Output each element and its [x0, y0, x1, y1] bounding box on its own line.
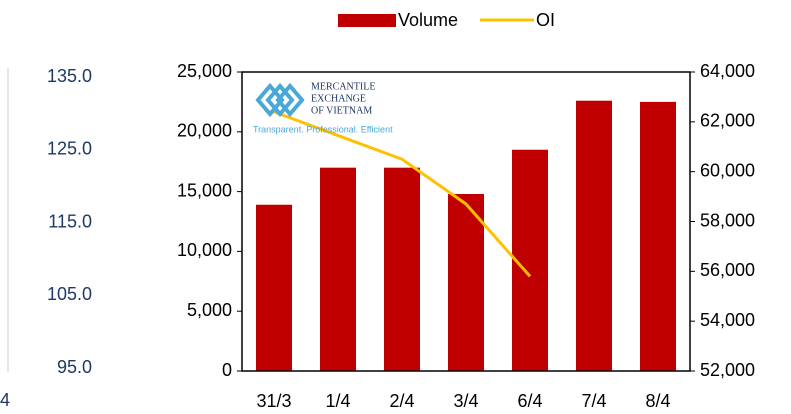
line [273, 110, 532, 278]
bar [640, 101, 676, 372]
logo-text: OF VIETNAM [311, 105, 372, 116]
bar [320, 167, 356, 371]
y2-tick-label: 60,000 [700, 160, 755, 180]
x-tick-label: 4 [0, 390, 10, 410]
y-tick-label: 20,000 [177, 121, 232, 141]
plot-frame [241, 71, 691, 372]
y-tick-label: 25,000 [177, 61, 232, 81]
x-tick-label: 3/4 [453, 391, 478, 411]
y-tick-label: 15,000 [177, 180, 232, 200]
legend-swatch [338, 14, 396, 27]
y2-tick-label: 52,000 [700, 360, 755, 380]
bar [512, 149, 548, 371]
y-tick-label: 125.0 [47, 139, 92, 159]
x-tick-label: 1/4 [325, 391, 350, 411]
y-tick-label: 95.0 [57, 357, 92, 377]
y-tick-label: 0 [222, 360, 232, 380]
y-tick-label: 5,000 [187, 300, 232, 320]
logo-text: MERCANTILE [311, 81, 375, 92]
plot: 0 5,000 10,000 15,000 20,000 25,000 52,000 54,0… [0, 10, 755, 411]
x-tick-label: 2/4 [389, 391, 414, 411]
x-tick-label: 7/4 [581, 391, 606, 411]
logo-icon [255, 82, 305, 118]
x-tick-label: 8/4 [645, 391, 670, 411]
y-tick-label: 135.0 [47, 66, 92, 86]
logo-tagline: Transparent. Professional. Efficient [253, 124, 393, 134]
y-tick-label: 105.0 [47, 284, 92, 304]
logo: MERCANTILE EXCHANGE OF VIETNAM Transpare… [253, 81, 393, 134]
y2-tick-label: 54,000 [700, 310, 755, 330]
logo-text: EXCHANGE [311, 93, 366, 104]
x-tick-label: 31/3 [256, 391, 291, 411]
legend-label: Volume [398, 10, 458, 30]
y-tick-label: 115.0 [48, 211, 92, 231]
bar [448, 193, 484, 371]
x-tick-label: 6/4 [517, 391, 542, 411]
y2-tick-label: 58,000 [700, 210, 755, 230]
bar [256, 204, 292, 371]
y2-tick-label: 64,000 [700, 61, 755, 81]
bar [384, 167, 420, 371]
legend-label: OI [536, 10, 555, 30]
bar [576, 100, 612, 371]
y2-tick-label: 62,000 [700, 111, 755, 131]
y2-tick-label: 56,000 [700, 260, 755, 280]
y-tick-label: 10,000 [177, 240, 232, 260]
